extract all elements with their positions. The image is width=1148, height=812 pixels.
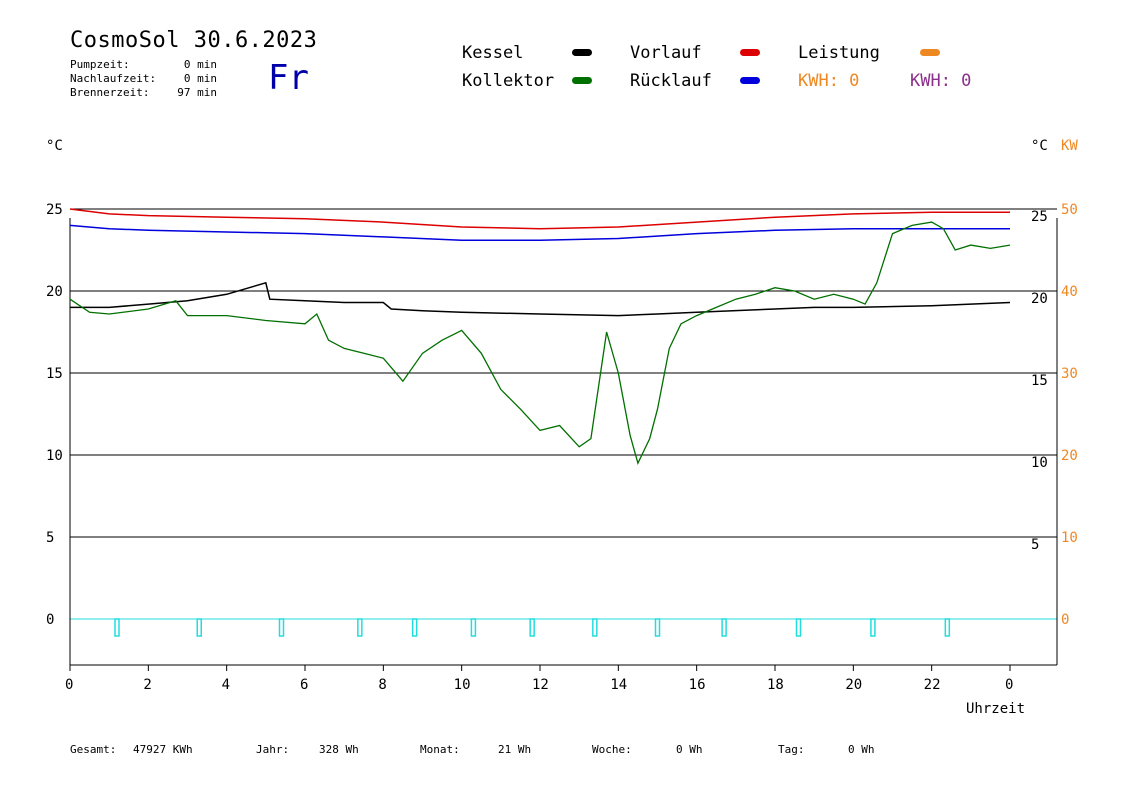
x-tick-label: 20 (845, 677, 862, 693)
footer-gesamt-value: 47927 KWh (133, 743, 193, 756)
y-tick-right: 25 (1031, 209, 1048, 225)
legend-kwh-second: KWH: 0 (910, 71, 972, 91)
right-axis-unit-kw: KW (1061, 138, 1078, 154)
x-tick-label: 6 (300, 677, 308, 693)
footer-tag-label: Tag: (778, 743, 805, 756)
footer-jahr-value: 328 Wh (319, 743, 359, 756)
y-tick-left: 25 (46, 202, 63, 218)
stat-label-nachlaufzeit: Nachlaufzeit: (70, 72, 157, 85)
legend-kollektor-swatch (572, 77, 592, 84)
legend-leistung-swatch (920, 49, 940, 56)
page-title: CosmoSol 30.6.2023 (70, 28, 318, 53)
stat-value-nachlaufzeit: 0 min (183, 72, 217, 85)
y-tick-left: 15 (46, 366, 63, 382)
footer-monat-label: Monat: (420, 743, 460, 756)
y2-tick-right: 0 (1061, 612, 1069, 628)
legend-vorlauf-swatch (740, 49, 760, 56)
y-tick-right: 10 (1031, 455, 1048, 471)
right-axis-unit: °C (1031, 138, 1048, 154)
pump-marker (470, 618, 477, 637)
x-tick-label: 2 (143, 677, 151, 693)
y-tick-right: 15 (1031, 373, 1048, 389)
weekday-label: Fr (268, 58, 309, 98)
pump-marker (592, 618, 598, 637)
pump-marker (795, 618, 802, 637)
legend-kessel-swatch (572, 49, 592, 56)
y2-tick-right: 50 (1061, 202, 1078, 218)
pump-marker (357, 618, 363, 637)
y2-tick-right: 30 (1061, 366, 1078, 382)
x-tick-label: 10 (454, 677, 471, 693)
legend-kwh-leistung: KWH: 0 (798, 71, 860, 91)
pump-marker (278, 618, 285, 637)
y-tick-right: 20 (1031, 291, 1048, 307)
pump-marker (114, 618, 120, 637)
y-tick-left: 20 (46, 284, 63, 300)
legend-leistung-label: Leistung (798, 43, 880, 63)
pump-marker (721, 618, 727, 637)
legend-ruecklauf-swatch (740, 77, 760, 84)
y2-tick-right: 20 (1061, 448, 1078, 464)
y-tick-right: 5 (1031, 537, 1039, 553)
x-tick-label: 8 (378, 677, 386, 693)
y2-tick-right: 10 (1061, 530, 1078, 546)
series-line-ruecklauf (69, 224, 1010, 241)
footer-monat-value: 21 Wh (498, 743, 532, 756)
footer-tag-value: 0 Wh (848, 743, 875, 756)
x-tick-label: 16 (689, 677, 706, 693)
x-tick-label: 14 (610, 677, 627, 693)
left-axis-unit: °C (46, 138, 63, 154)
legend-kollektor-label: Kollektor (462, 71, 555, 91)
footer-gesamt-label: Gesamt: (70, 743, 117, 756)
x-tick-label: 0 (65, 677, 73, 693)
legend-ruecklauf-label: Rücklauf (630, 71, 712, 91)
stat-label-pumpzeit: Pumpzeit: (70, 58, 130, 71)
pump-marker (411, 618, 418, 637)
footer-jahr-label: Jahr: (256, 743, 290, 756)
x-tick-label: 18 (767, 677, 784, 693)
y-tick-left: 0 (46, 612, 54, 628)
pump-marker (529, 618, 535, 637)
pump-marker (196, 618, 202, 637)
x-tick-label: 0 (1005, 677, 1013, 693)
y-tick-left: 10 (46, 448, 63, 464)
series-line-kessel (70, 281, 1011, 317)
stat-label-brennerzeit: Brennerzeit: (70, 86, 150, 99)
x-tick-label: 12 (532, 677, 549, 693)
legend-vorlauf-label: Vorlauf (630, 43, 702, 63)
stat-value-pumpzeit: 0 min (183, 58, 217, 71)
footer-woche-label: Woche: (592, 743, 632, 756)
y-tick-left: 5 (46, 530, 54, 546)
series-line-kollektor (69, 221, 1011, 466)
x-axis-label: Uhrzeit (966, 701, 1026, 717)
x-tick-label: 4 (222, 677, 230, 693)
y2-tick-right: 40 (1061, 284, 1078, 300)
series-line-vorlauf (69, 208, 1010, 230)
legend-kessel-label: Kessel (462, 43, 524, 63)
pump-marker (870, 618, 876, 637)
x-tick-label: 22 (924, 677, 941, 693)
footer-woche-value: 0 Wh (676, 743, 703, 756)
pump-marker (944, 618, 951, 637)
pump-marker (654, 618, 661, 637)
stat-value-brennerzeit: 97 min (177, 86, 217, 99)
